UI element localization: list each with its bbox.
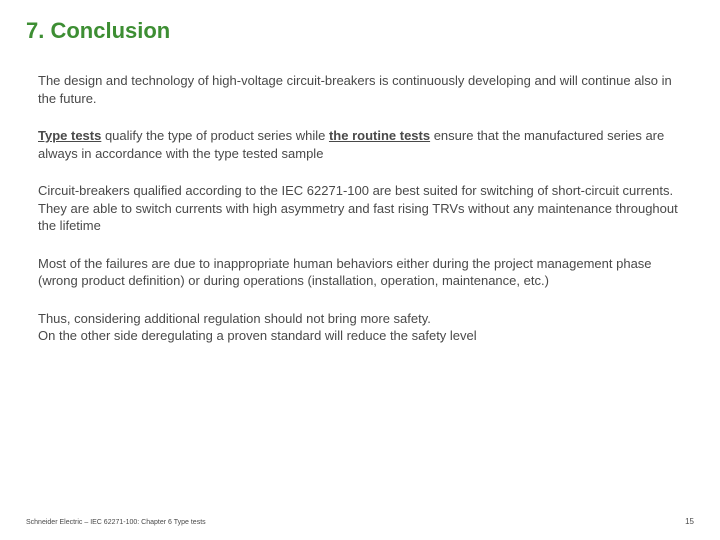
paragraph-5: Thus, considering additional regulation …	[38, 310, 682, 345]
page-number: 15	[685, 517, 694, 526]
underline-routine-tests: the routine tests	[329, 128, 430, 143]
footer-text: Schneider Electric – IEC 62271-100: Chap…	[26, 519, 206, 526]
paragraph-3: Circuit-breakers qualified according to …	[38, 182, 682, 235]
paragraph-2: Type tests qualify the type of product s…	[38, 127, 682, 162]
slide-footer: Schneider Electric – IEC 62271-100: Chap…	[26, 519, 694, 526]
paragraph-1: The design and technology of high-voltag…	[38, 72, 682, 107]
p2-text-b: qualify the type of product series while	[101, 128, 329, 143]
p5-line-b: On the other side deregulating a proven …	[38, 328, 477, 343]
paragraph-4: Most of the failures are due to inapprop…	[38, 255, 682, 290]
p5-line-a: Thus, considering additional regulation …	[38, 311, 431, 326]
slide-content: The design and technology of high-voltag…	[0, 44, 720, 345]
slide-title: 7. Conclusion	[0, 0, 720, 44]
underline-type-tests: Type tests	[38, 128, 101, 143]
